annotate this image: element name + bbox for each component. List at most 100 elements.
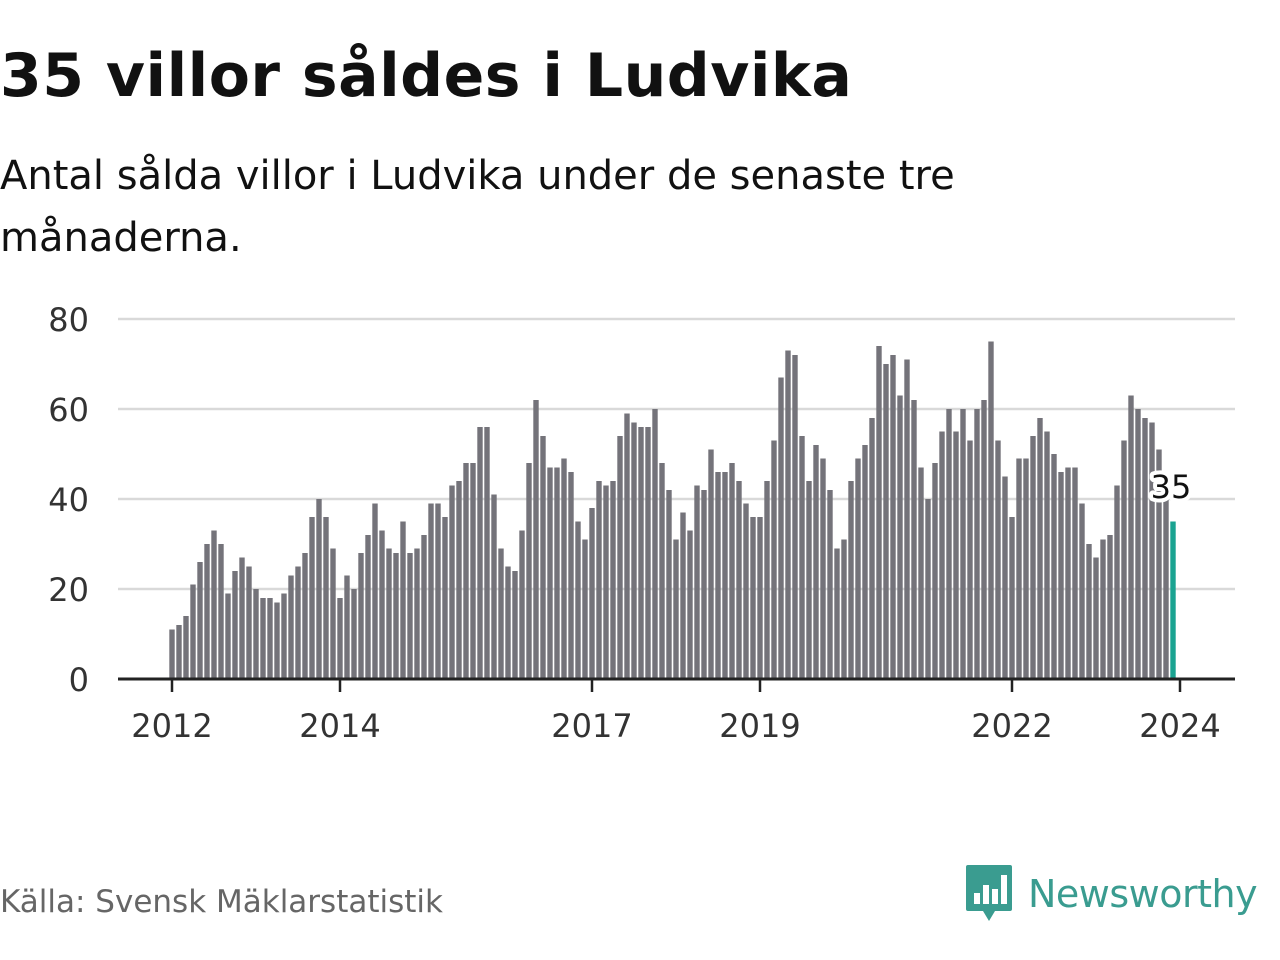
bar-highlight — [1170, 521, 1176, 679]
bar — [792, 355, 798, 679]
bar — [281, 593, 287, 679]
bar — [253, 589, 259, 679]
bar — [1100, 539, 1106, 679]
bar — [477, 427, 483, 679]
y-tick-label: 20 — [48, 571, 89, 609]
bar — [470, 463, 476, 679]
bar — [813, 445, 819, 679]
bar — [190, 584, 196, 679]
bar — [638, 427, 644, 679]
highlight-value-label: 35 — [1151, 468, 1192, 506]
source-credit: Källa: Svensk Mäklarstatistik — [0, 884, 443, 920]
bar — [610, 481, 616, 679]
bar — [211, 530, 217, 679]
bar — [225, 593, 231, 679]
bar — [218, 544, 224, 679]
bar — [1044, 431, 1050, 679]
bar — [351, 589, 357, 679]
bar — [820, 458, 826, 679]
annotations: 35 — [1147, 464, 1196, 510]
bar — [295, 566, 301, 679]
bar — [596, 481, 602, 679]
bar — [512, 571, 518, 679]
bar — [1156, 449, 1162, 679]
bar — [771, 440, 777, 679]
newsworthy-bar-logo-icon — [966, 865, 1012, 921]
bar — [449, 485, 455, 679]
x-tick-label: 2024 — [1139, 707, 1220, 745]
bar — [1072, 467, 1078, 679]
bar — [204, 544, 210, 679]
bar — [687, 530, 693, 679]
bar — [414, 548, 420, 679]
bar — [554, 467, 560, 679]
x-tick-label: 2012 — [131, 707, 212, 745]
bar — [169, 629, 175, 679]
bar — [694, 485, 700, 679]
brand-logo[interactable]: Newsworthy — [964, 862, 1258, 926]
y-tick-label: 80 — [48, 301, 89, 339]
bar — [260, 598, 266, 679]
bar — [918, 467, 924, 679]
bar — [673, 539, 679, 679]
bar — [421, 535, 427, 679]
bar — [932, 463, 938, 679]
bar — [1121, 440, 1127, 679]
bar — [904, 359, 910, 679]
bar — [960, 409, 966, 679]
bar — [974, 409, 980, 679]
bar — [267, 598, 273, 679]
bar — [288, 575, 294, 679]
bar — [1163, 499, 1169, 679]
bar — [239, 557, 245, 679]
bar — [323, 517, 329, 679]
x-axis: 2012 2014 2017 2019 2022 2024 — [118, 677, 1235, 745]
bar — [841, 539, 847, 679]
bar — [533, 400, 539, 679]
bar — [484, 427, 490, 679]
bars — [169, 341, 1176, 679]
bar — [883, 364, 889, 679]
bar — [911, 400, 917, 679]
bar — [750, 517, 756, 679]
bar — [890, 355, 896, 679]
bar — [1142, 418, 1148, 679]
bar — [1058, 472, 1064, 679]
bar — [232, 571, 238, 679]
bar — [701, 490, 707, 679]
bar — [778, 377, 784, 679]
bar — [1016, 458, 1022, 679]
bar — [876, 346, 882, 679]
bar — [764, 481, 770, 679]
brand-name: Newsworthy — [1028, 872, 1258, 916]
bar — [176, 625, 182, 679]
bar — [1149, 422, 1155, 679]
bar — [743, 503, 749, 679]
bar — [183, 616, 189, 679]
bar — [967, 440, 973, 679]
bar — [365, 535, 371, 679]
bar — [358, 553, 364, 679]
bar — [589, 508, 595, 679]
bar — [1023, 458, 1029, 679]
bar — [1009, 517, 1015, 679]
bar — [1051, 454, 1057, 679]
bar — [624, 413, 630, 679]
bar — [505, 566, 511, 679]
bar — [862, 445, 868, 679]
bar — [799, 436, 805, 679]
bar — [953, 431, 959, 679]
bar — [645, 427, 651, 679]
bar — [582, 539, 588, 679]
bar — [869, 418, 875, 679]
bar — [246, 566, 252, 679]
bar — [519, 530, 525, 679]
bar — [337, 598, 343, 679]
bar — [897, 395, 903, 679]
bar — [1079, 503, 1085, 679]
bar — [1086, 544, 1092, 679]
bar — [428, 503, 434, 679]
x-tick-label: 2019 — [719, 707, 800, 745]
bar — [722, 472, 728, 679]
bar — [547, 467, 553, 679]
